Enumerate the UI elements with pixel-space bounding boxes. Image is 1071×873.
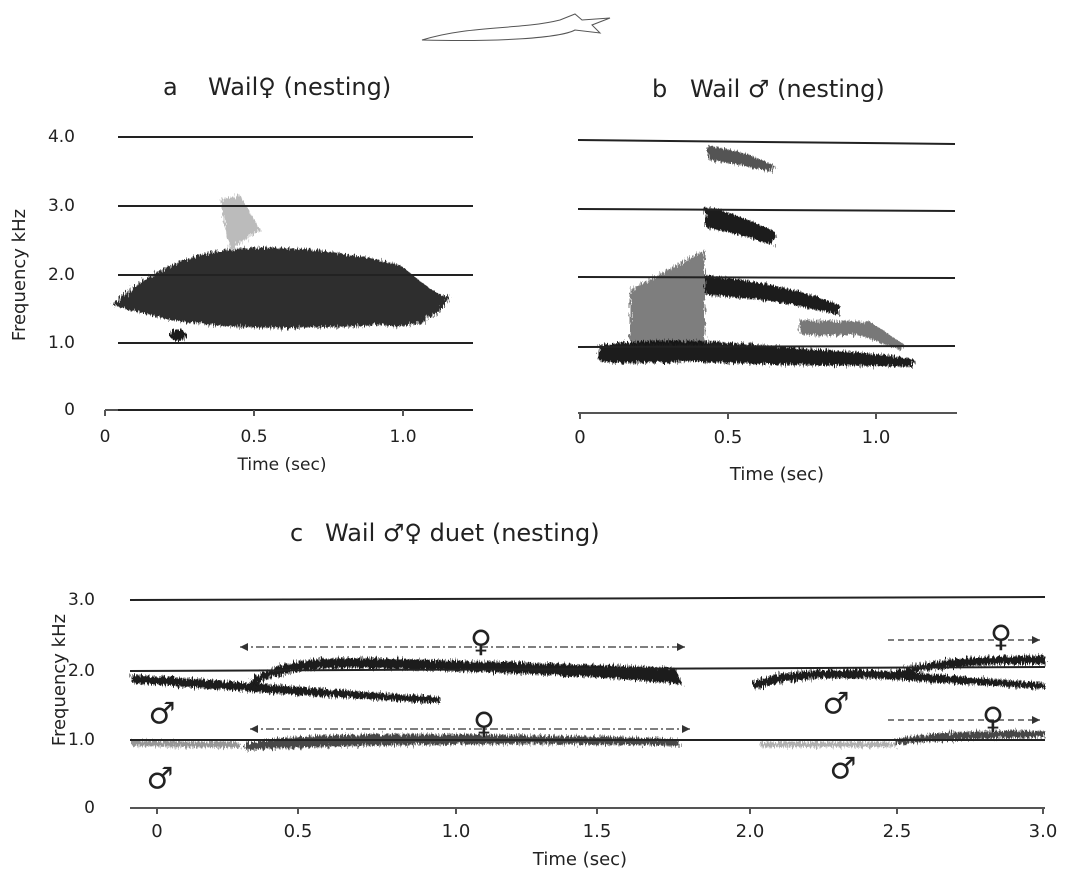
trace — [760, 742, 895, 747]
sex-symbol: ♂ — [147, 762, 174, 797]
trace — [132, 675, 440, 703]
sex-symbol: ♂ — [830, 752, 857, 787]
y-axis-label: Frequency kHz — [49, 614, 70, 746]
harmonic — [630, 250, 705, 345]
x-tick-label: 0 — [574, 427, 585, 448]
x-tick-label: 0 — [151, 821, 162, 842]
x-tick-label: 2.5 — [883, 821, 912, 842]
trace — [245, 658, 682, 690]
y-tick-label: 1.0 — [48, 333, 75, 353]
trace — [895, 655, 1045, 676]
trace — [752, 669, 1045, 690]
sex-symbol: ♀ — [990, 620, 1012, 655]
y-tick-label: 0 — [64, 400, 75, 420]
call-energy — [170, 329, 186, 341]
panel-title: Wail ♂ (nesting) — [690, 75, 885, 103]
sex-symbol: ♀ — [982, 702, 1004, 737]
y-tick-label: 2.0 — [68, 661, 95, 681]
sex-symbol: ♂ — [823, 687, 850, 722]
call-energy — [220, 195, 260, 250]
sex-symbol: ♂ — [149, 697, 176, 732]
sex-symbol: ♀ — [473, 707, 495, 742]
y-tick-label: 3.0 — [48, 196, 75, 216]
y-axis-label: Frequency kHz — [9, 209, 30, 341]
harmonic — [800, 320, 905, 350]
harmonic — [705, 276, 840, 315]
panel-label: a — [163, 73, 178, 101]
trace — [245, 734, 680, 750]
x-tick-label: 1.5 — [583, 821, 612, 842]
x-tick-label: 0.5 — [714, 427, 743, 448]
grid-line — [577, 345, 956, 348]
spectrogram — [132, 655, 1045, 750]
spectrogram — [598, 145, 915, 367]
x-tick-label: 1.0 — [389, 427, 416, 447]
grid-line — [577, 208, 956, 212]
grid-line — [577, 139, 956, 145]
x-tick-label: 3.0 — [1029, 821, 1058, 842]
x-axis-label: Time (sec) — [532, 849, 627, 870]
trace — [895, 730, 1045, 745]
grid-line — [129, 666, 1046, 672]
bird-outline — [421, 13, 611, 42]
panel-title: Wail♀ (nesting) — [208, 73, 391, 101]
x-tick-label: 0.5 — [284, 821, 313, 842]
sex-symbol: ♀ — [470, 625, 492, 660]
y-tick-label: 0 — [84, 798, 95, 818]
y-tick-label: 1.0 — [68, 730, 95, 750]
grid-line — [129, 596, 1046, 601]
arrow-heads — [240, 636, 1040, 733]
x-tick-label: 1.0 — [442, 821, 471, 842]
call-energy — [112, 247, 450, 328]
panel-title: Wail ♂♀ duet (nesting) — [325, 519, 600, 547]
panel-label: b — [652, 75, 667, 103]
trace — [132, 740, 240, 748]
x-tick-label: 2.0 — [736, 821, 765, 842]
y-tick-label: 3.0 — [68, 590, 95, 610]
y-tick-label: 4.0 — [48, 127, 75, 147]
y-tick-label: 2.0 — [48, 265, 75, 285]
harmonic — [705, 208, 775, 245]
x-axis-label: Time (sec) — [237, 455, 327, 475]
x-tick-label: 0.5 — [240, 427, 267, 447]
x-tick-label: 1.0 — [862, 427, 891, 448]
x-axis-label: Time (sec) — [729, 464, 824, 485]
x-tick-label: 0 — [100, 427, 111, 447]
spectrogram — [112, 195, 450, 341]
panel-label: c — [290, 519, 303, 547]
grid-line — [577, 276, 956, 279]
harmonic — [708, 145, 775, 172]
